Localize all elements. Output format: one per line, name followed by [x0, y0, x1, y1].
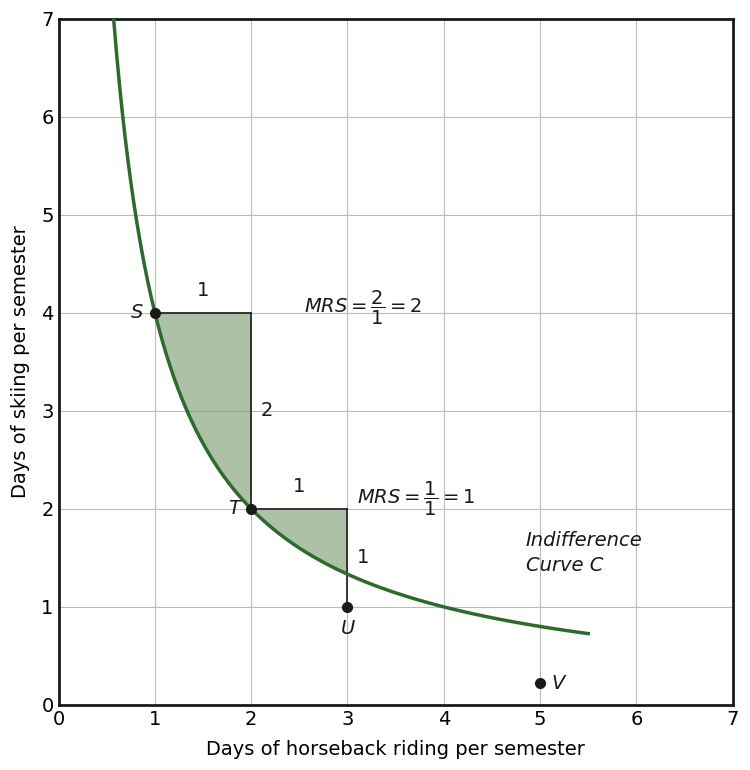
Text: 2: 2	[261, 401, 273, 420]
Text: 1: 1	[196, 281, 209, 300]
Text: 1: 1	[357, 548, 370, 567]
Y-axis label: Days of skiing per semester: Days of skiing per semester	[11, 226, 30, 498]
Text: T: T	[228, 499, 240, 518]
Text: U: U	[340, 618, 355, 638]
Text: 1: 1	[293, 477, 305, 496]
Text: $\mathit{MRS} = \dfrac{1}{1} = 1$: $\mathit{MRS} = \dfrac{1}{1} = 1$	[357, 480, 476, 518]
Polygon shape	[155, 313, 251, 509]
Text: S: S	[131, 303, 143, 322]
Polygon shape	[251, 509, 347, 607]
Text: $\mathit{MRS} = \dfrac{2}{1} = 2$: $\mathit{MRS} = \dfrac{2}{1} = 2$	[304, 289, 422, 327]
X-axis label: Days of horseback riding per semester: Days of horseback riding per semester	[206, 740, 585, 759]
Text: Indifference
Curve C: Indifference Curve C	[526, 531, 643, 575]
Text: V: V	[552, 674, 565, 693]
